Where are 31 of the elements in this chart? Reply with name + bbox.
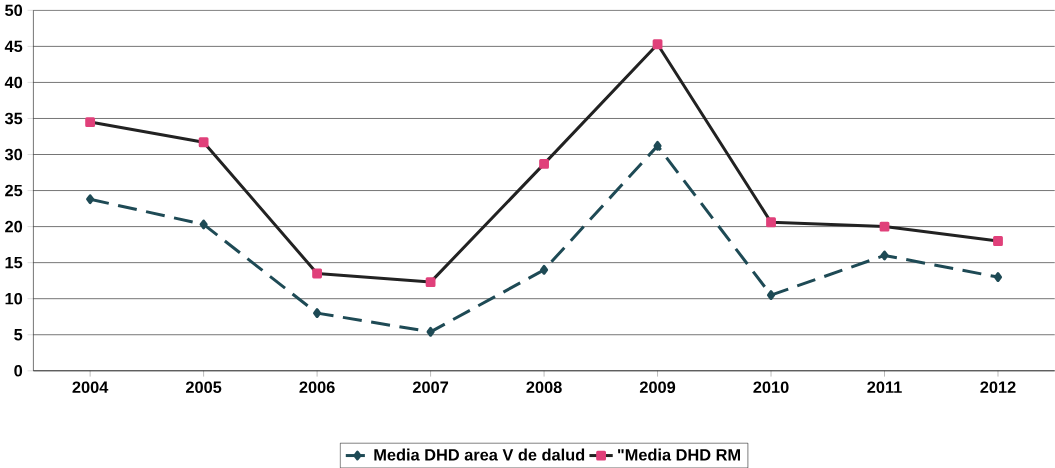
point [540,264,549,275]
x-tick-label: 2004 [72,381,109,393]
point [199,219,208,230]
y-tick-label: 5 [14,328,23,341]
y-tick-label: 20 [5,220,23,233]
y-tick-label: 25 [5,184,23,197]
point [653,140,662,151]
y-tick-label: 40 [4,76,23,89]
y-tick-label: 50 [5,4,23,17]
y-tick-label: 35 [4,112,23,125]
point [880,250,889,261]
legend-label: "Media DHD RM [618,448,740,461]
point [426,326,435,337]
y-tick-label: 45 [4,40,23,52]
point [313,308,322,318]
point [766,290,776,300]
y-tick-label: 10 [5,292,23,305]
x-tick-label: 2008 [526,381,562,393]
x-tick-label: 2011 [867,381,902,393]
x-tick-label: 2010 [753,381,789,393]
y-tick-label: 30 [4,148,23,161]
x-tick-label: 2006 [299,381,335,393]
x-tick-label: 2012 [980,381,1016,393]
legend-label: Media DHD area V de dalud [374,448,585,461]
y-tick-label: 15 [5,256,23,269]
x-tick-label: 2007 [412,381,449,393]
point [86,194,95,205]
y-tick-label: 0 [14,364,23,377]
x-tick-label: 2005 [185,381,222,393]
point [993,272,1003,282]
x-tick-label: 2009 [639,381,676,393]
